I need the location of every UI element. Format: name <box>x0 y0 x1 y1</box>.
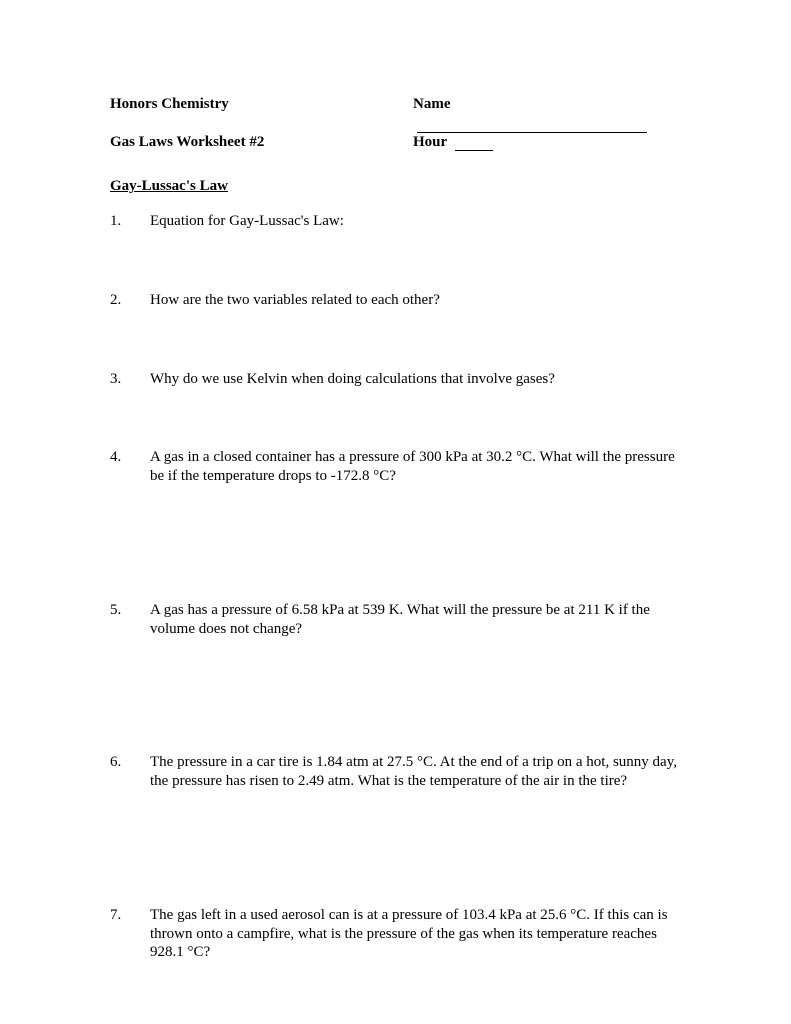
question-number: 7. <box>110 906 150 962</box>
question-7: 7. The gas left in a used aerosol can is… <box>110 906 686 962</box>
question-5: 5. A gas has a pressure of 6.58 kPa at 5… <box>110 601 686 639</box>
name-label: Name <box>413 96 451 112</box>
question-1: 1. Equation for Gay-Lussac's Law: <box>110 212 686 231</box>
question-3: 3. Why do we use Kelvin when doing calcu… <box>110 370 686 389</box>
question-number: 2. <box>110 291 150 310</box>
question-number: 5. <box>110 601 150 639</box>
question-number: 3. <box>110 370 150 389</box>
question-text: The gas left in a used aerosol can is at… <box>150 906 686 962</box>
question-number: 4. <box>110 448 150 486</box>
worksheet-title: Gas Laws Worksheet #2 <box>110 133 383 152</box>
name-field: Name <box>383 95 686 133</box>
hour-label: Hour <box>413 134 447 150</box>
header-row-2: Gas Laws Worksheet #2 Hour <box>110 133 686 152</box>
question-text: A gas in a closed container has a pressu… <box>150 448 686 486</box>
question-6: 6. The pressure in a car tire is 1.84 at… <box>110 753 686 791</box>
question-text: The pressure in a car tire is 1.84 atm a… <box>150 753 686 791</box>
question-text: A gas has a pressure of 6.58 kPa at 539 … <box>150 601 686 639</box>
question-text: Equation for Gay-Lussac's Law: <box>150 212 686 231</box>
question-number: 1. <box>110 212 150 231</box>
question-text: Why do we use Kelvin when doing calculat… <box>150 370 686 389</box>
hour-blank[interactable] <box>455 150 493 151</box>
header-row-1: Honors Chemistry Name <box>110 95 686 133</box>
question-text: How are the two variables related to eac… <box>150 291 686 310</box>
question-number: 6. <box>110 753 150 791</box>
question-4: 4. A gas in a closed container has a pre… <box>110 448 686 486</box>
worksheet-page: Honors Chemistry Name Gas Laws Worksheet… <box>0 0 791 1024</box>
section-title: Gay-Lussac's Law <box>110 177 686 196</box>
question-2: 2. How are the two variables related to … <box>110 291 686 310</box>
hour-field: Hour <box>383 133 686 152</box>
course-title: Honors Chemistry <box>110 95 383 133</box>
